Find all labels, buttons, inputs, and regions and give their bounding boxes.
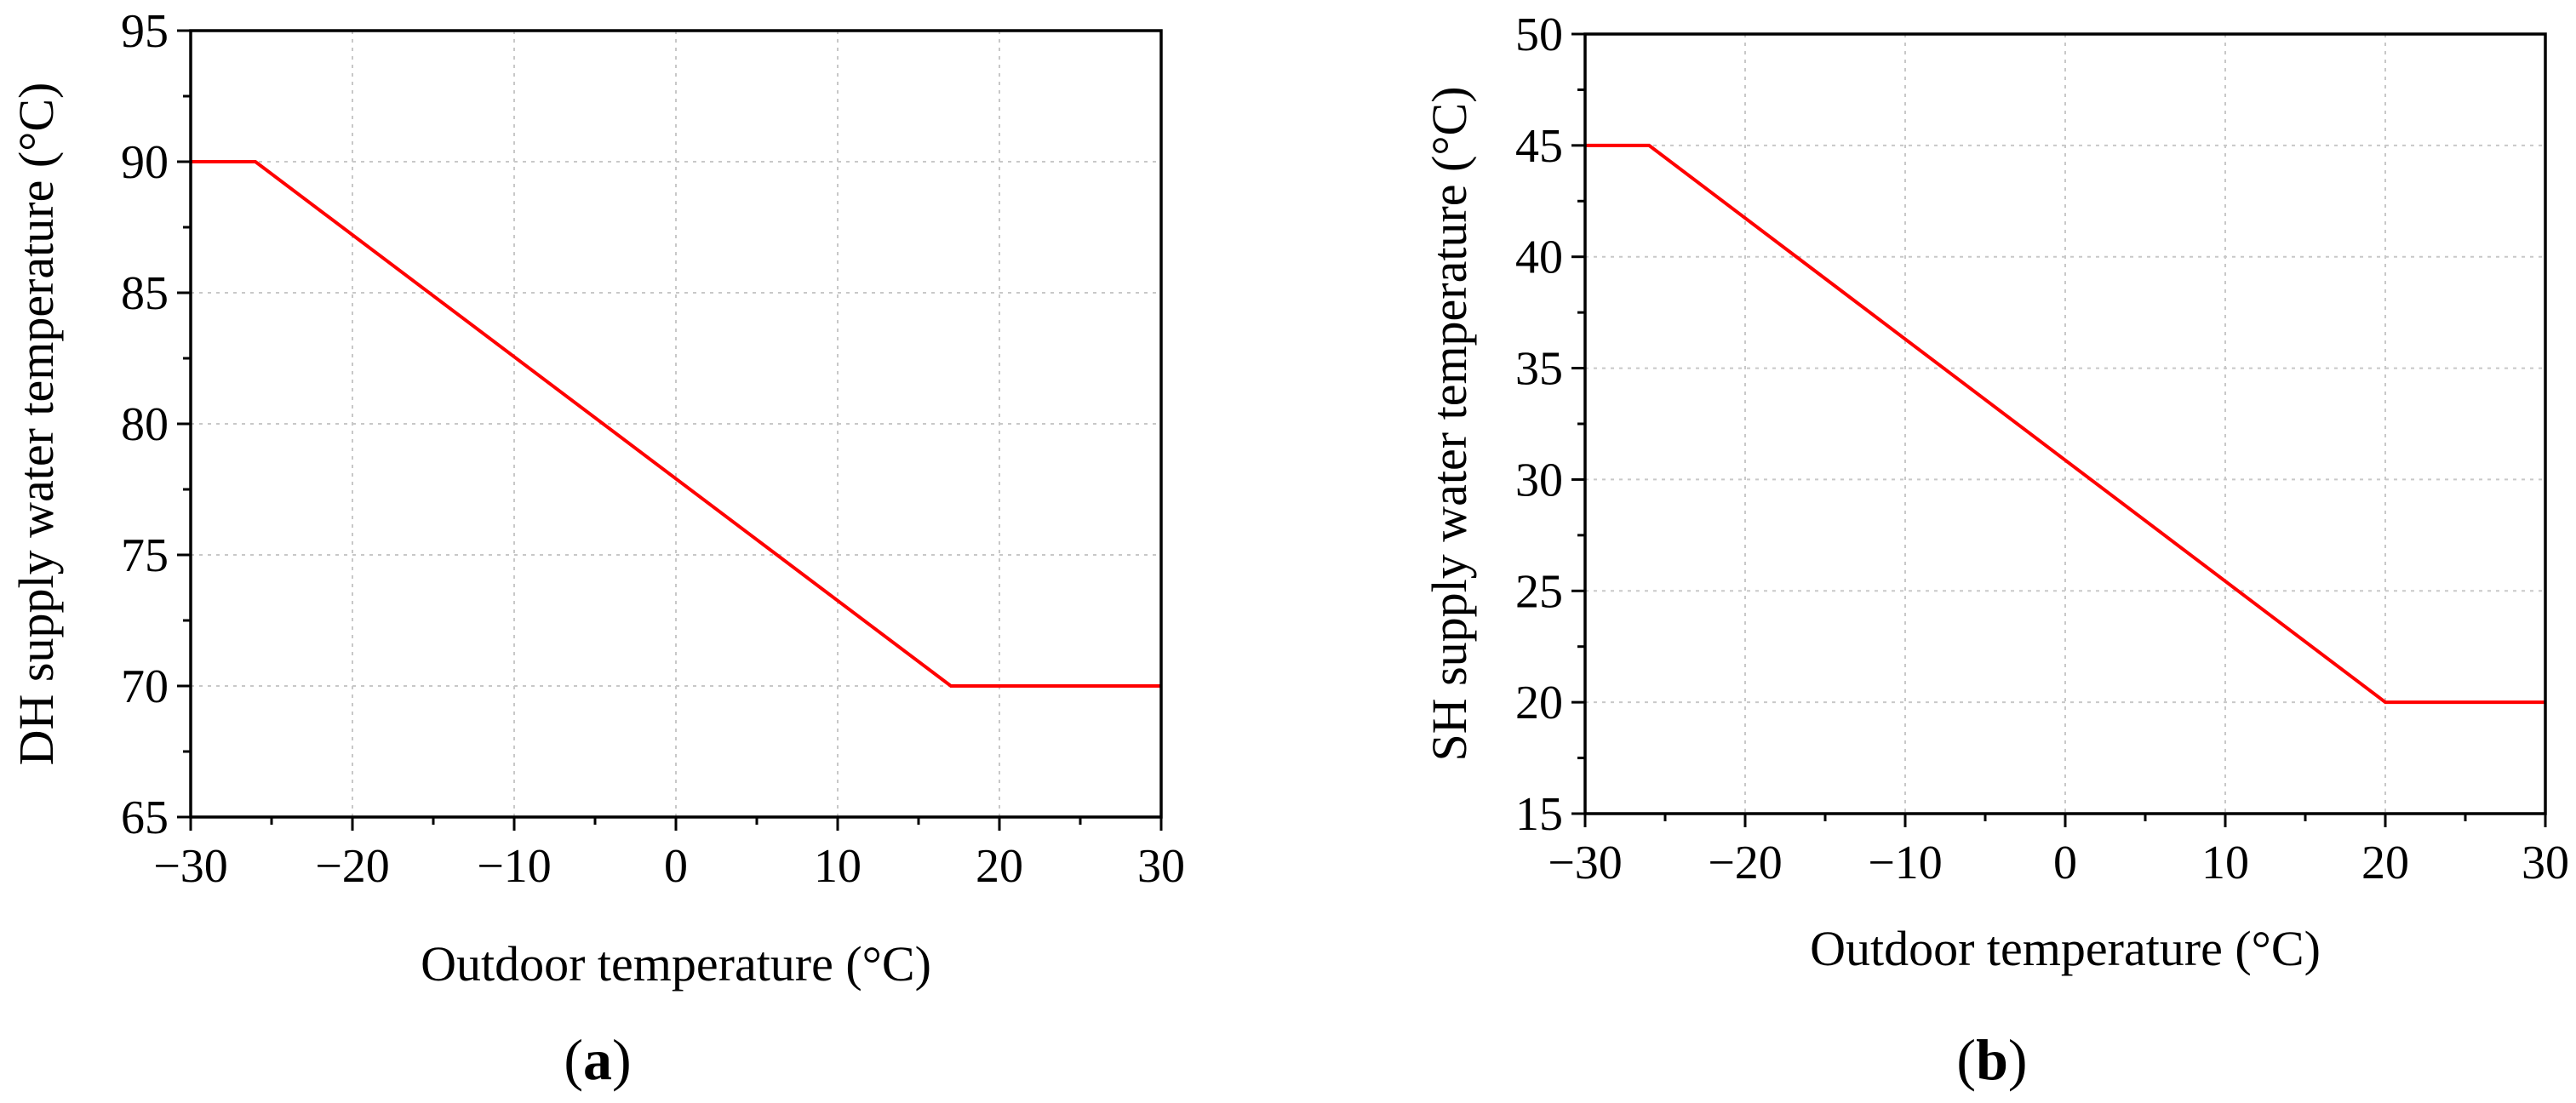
y-tick-label-a-4: 85 [121,267,169,320]
x-axis-title-a: Outdoor temperature (°C) [421,936,931,992]
x-tick-label-b-0: −30 [1548,837,1623,889]
x-tick-label-b-6: 30 [2522,837,2569,889]
x-tick-labels-a: −30 −20 −10 0 10 20 30 [153,840,1185,893]
y-tick-label-b-4: 35 [1515,343,1563,396]
x-tick-label-a-3: 0 [664,840,688,893]
x-tick-label-b-4: 10 [2201,837,2249,889]
y-tick-label-b-6: 45 [1515,120,1563,173]
dh-supply-line [191,160,1161,688]
y-tick-label-b-0: 15 [1515,788,1563,841]
panel-letter-a: a [583,1027,612,1092]
x-tick-label-a-6: 30 [1137,840,1185,893]
y-axis-title-b: SH supply water temperature (°C) [1422,86,1477,761]
x-tick-labels-b: −30 −20 −10 0 10 20 30 [1548,837,2569,889]
grid-b [1585,34,2545,814]
y-tick-label-a-5: 90 [121,136,169,189]
y-tick-label-b-7: 50 [1515,9,1563,61]
y-tick-label-b-1: 20 [1515,677,1563,729]
panel-letter-b: b [1976,1027,2008,1092]
x-tick-label-b-5: 20 [2361,837,2409,889]
y-tick-label-a-1: 70 [121,660,169,713]
x-tick-label-a-4: 10 [814,840,862,893]
y-tick-label-b-5: 40 [1515,231,1563,284]
y-tick-label-a-0: 65 [121,792,169,844]
x-tick-label-a-0: −30 [153,840,228,893]
chart-panel-a: −30 −20 −10 0 10 20 30 65 70 75 80 85 90 95 Outdoor … [9,5,1185,1092]
y-tick-labels-a: 65 70 75 80 85 90 95 [121,5,169,844]
x-tick-label-a-2: −10 [477,840,552,893]
chart-panel-b: −30 −20 −10 0 10 20 30 15 20 25 30 35 40 45 50 Outdoo… [1422,9,2569,1092]
y-tick-label-a-3: 80 [121,398,169,451]
x-tick-label-a-1: −20 [315,840,390,893]
panel-label-b: (b) [1956,1027,2027,1092]
ticks-a [177,29,1163,831]
plot-frame-b [1583,32,2547,815]
x-axis-title-b: Outdoor temperature (°C) [1810,921,2321,976]
panel-label-a: (a) [564,1027,631,1092]
x-tick-label-a-5: 20 [976,840,1023,893]
x-tick-label-b-3: 0 [2053,837,2077,889]
ticks-b [1571,32,2547,827]
y-axis-title-a: DH supply water temperature (°C) [9,83,64,766]
sh-supply-line [1585,143,2545,705]
y-tick-label-a-6: 95 [121,5,169,58]
x-tick-label-b-1: −20 [1708,837,1783,889]
y-tick-labels-b: 15 20 25 30 35 40 45 50 [1515,9,1563,841]
y-tick-label-b-3: 30 [1515,454,1563,506]
grid-a [191,31,1161,817]
y-tick-label-b-2: 25 [1515,565,1563,618]
x-tick-label-b-2: −10 [1868,837,1943,889]
y-tick-label-a-2: 75 [121,529,169,582]
